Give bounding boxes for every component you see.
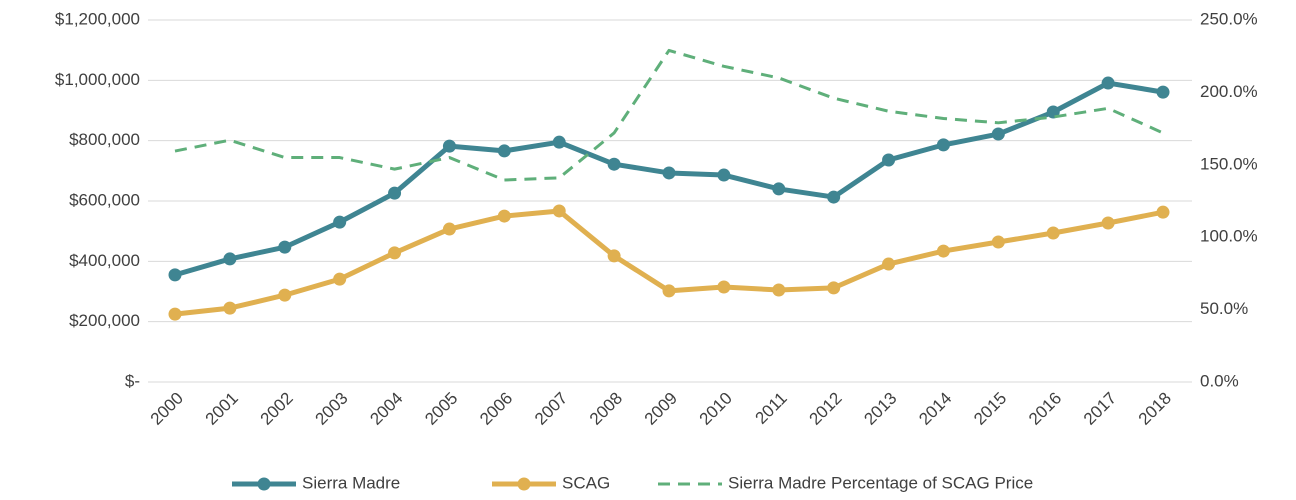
series-marker [223,252,237,266]
y2-tick-label: 0.0% [1200,371,1239,390]
x-tick-label: 2004 [366,389,406,429]
series-marker [772,283,786,297]
series-marker [333,215,347,229]
series-marker [1046,226,1060,240]
x-tick-label: 2006 [476,389,516,429]
x-tick-label: 2005 [421,389,461,429]
series-marker [168,268,182,282]
series-marker [442,139,456,153]
series-marker [333,272,347,286]
series-marker [552,204,566,218]
series-marker [388,246,402,260]
x-tick-label: 2002 [257,389,297,429]
y-tick-label: $800,000 [69,130,140,149]
series-marker [936,244,950,258]
legend-marker [517,477,531,491]
series-marker [278,240,292,254]
series-marker [1156,205,1170,219]
series-marker [717,280,731,294]
x-tick-label: 2017 [1080,389,1120,429]
series-marker [882,257,896,271]
series-marker [497,144,511,158]
legend-marker [257,477,271,491]
series-marker [278,288,292,302]
series-marker [991,127,1005,141]
x-tick-label: 2010 [696,389,736,429]
series-marker [662,284,676,298]
series-marker [1101,216,1115,230]
y2-tick-label: 250.0% [1200,9,1258,28]
series-marker [388,186,402,200]
series-marker [1101,76,1115,90]
x-tick-label: 2015 [970,389,1010,429]
series-marker [552,135,566,149]
series-marker [223,301,237,315]
x-tick-label: 2013 [860,389,900,429]
series-marker [827,281,841,295]
legend-label: Sierra Madre Percentage of SCAG Price [728,473,1033,492]
x-tick-label: 2000 [147,389,187,429]
x-tick-label: 2009 [641,389,681,429]
series-marker [936,138,950,152]
y-tick-label: $1,000,000 [55,70,140,89]
series-line [174,208,1164,317]
series-marker [827,190,841,204]
legend-label: SCAG [562,473,610,492]
x-tick-label: 2003 [311,389,351,429]
x-tick-label: 2008 [586,389,626,429]
y2-tick-label: 100.0% [1200,227,1258,246]
series-marker [497,209,511,223]
series-marker [607,157,621,171]
y2-tick-label: 50.0% [1200,299,1248,318]
series-marker [662,166,676,180]
x-tick-label: 2011 [751,389,790,428]
y2-tick-label: 200.0% [1200,82,1258,101]
y-tick-label: $- [125,371,140,390]
series-marker [1156,85,1170,99]
x-tick-label: 2018 [1135,389,1175,429]
series-marker [168,307,182,321]
y-tick-label: $200,000 [69,311,140,330]
x-tick-label: 2012 [805,389,845,429]
y-tick-label: $1,200,000 [55,9,140,28]
x-tick-label: 2014 [915,389,955,429]
x-tick-label: 2016 [1025,389,1065,429]
series-marker [717,168,731,182]
series-marker [882,153,896,167]
x-tick-label: 2007 [531,389,571,429]
series-marker [442,222,456,236]
x-tick-label: 2001 [202,389,242,429]
series-marker [772,182,786,196]
y-tick-label: $400,000 [69,251,140,270]
y-tick-label: $600,000 [69,190,140,209]
series-marker [991,235,1005,249]
legend-label: Sierra Madre [302,473,400,492]
y2-tick-label: 150.0% [1200,154,1258,173]
series-marker [607,249,621,263]
series-line [174,48,1164,182]
